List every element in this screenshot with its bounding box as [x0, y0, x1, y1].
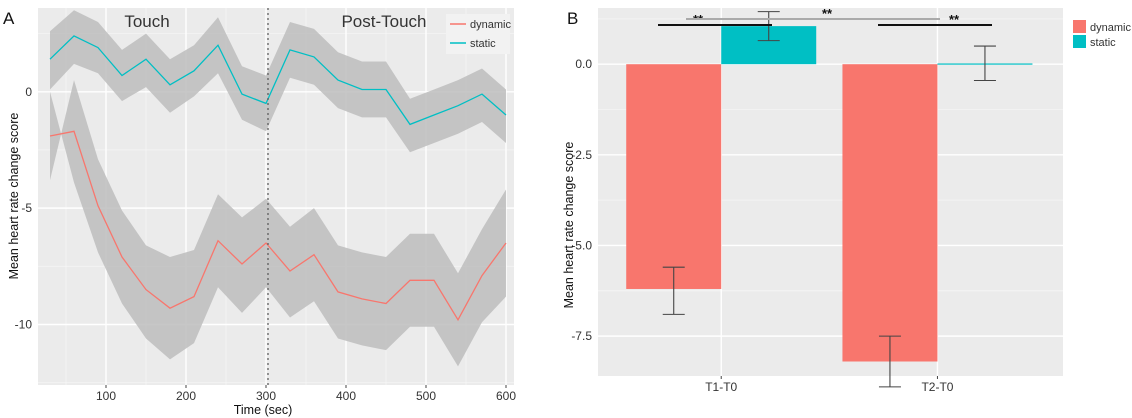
x-tick-label: 300 — [256, 389, 276, 403]
panel-b-bars — [626, 26, 1033, 362]
x-tick-label: T1-T0 — [705, 380, 737, 394]
panel-a-letter: A — [3, 9, 15, 28]
y-tick-label: -5.0 — [571, 238, 592, 252]
y-tick-label: -7.5 — [571, 329, 592, 343]
legend-dynamic-label: dynamic — [1090, 22, 1131, 34]
panel-a-y-ticks: 0 -5 -10 — [15, 85, 33, 332]
x-tick-label: T2-T0 — [921, 380, 953, 394]
dynamic-confidence-band — [50, 80, 506, 367]
post-touch-region-label: Post-Touch — [341, 12, 426, 31]
bar-dynamic-T2-T0 — [842, 64, 938, 362]
legend-dynamic-label: dynamic — [470, 19, 511, 31]
legend-static-label: static — [470, 38, 496, 50]
significance-markers: ** ** ** — [658, 6, 992, 27]
x-tick-label: 200 — [176, 389, 196, 403]
panel-b-error-bars — [662, 11, 996, 388]
panel-a-series-lines — [49, 35, 507, 322]
panel-a-legend-background — [446, 14, 510, 54]
panel-b-letter: B — [567, 9, 578, 28]
panel-b-legend: dynamic static — [1073, 20, 1131, 49]
y-tick-label: -2.5 — [571, 148, 592, 162]
significance-stars-between: ** — [822, 6, 833, 21]
y-tick-label: -10 — [15, 317, 33, 331]
legend-static-swatch — [1073, 35, 1086, 48]
panel-a-confidence-bands — [50, 10, 506, 367]
x-tick-label: 100 — [96, 389, 116, 403]
panel-a-legend: dynamic static — [446, 14, 511, 54]
bar-dynamic-T1-T0 — [626, 64, 722, 289]
panel-a-x-axis-label: Time (sec) — [234, 403, 293, 417]
panel-a-y-axis-label: Mean heart rate change score — [7, 113, 21, 280]
static-confidence-band — [50, 10, 506, 153]
panel-b-y-axis-label: Mean heart rate change score — [562, 142, 576, 309]
y-tick-label: -5 — [21, 201, 32, 215]
y-tick-label: 0 — [25, 85, 32, 99]
x-tick-label: 500 — [416, 389, 436, 403]
dynamic-line — [49, 130, 507, 322]
legend-static-label: static — [1090, 37, 1116, 49]
x-tick-label: 600 — [496, 389, 516, 403]
touch-region-label: Touch — [124, 12, 169, 31]
static-line — [49, 35, 507, 126]
panel-a-x-ticks: 100 200 300 400 500 600 — [96, 385, 516, 403]
x-tick-label: 400 — [336, 389, 356, 403]
panel-b: 0.0 -2.5 -5.0 -7.5 T1-T0 T2-T0 B ** ** ** Me… — [562, 6, 1131, 394]
legend-dynamic-swatch — [1073, 20, 1086, 33]
panel-b-x-ticks: T1-T0 T2-T0 — [705, 376, 954, 394]
panel-b-y-ticks: 0.0 -2.5 -5.0 -7.5 — [571, 57, 592, 343]
panel-a: 100 200 300 400 500 600 0 -5 -10 A Touch Post-T… — [3, 8, 516, 417]
significance-stars-t2: ** — [949, 12, 960, 27]
y-tick-label: 0.0 — [575, 57, 592, 71]
